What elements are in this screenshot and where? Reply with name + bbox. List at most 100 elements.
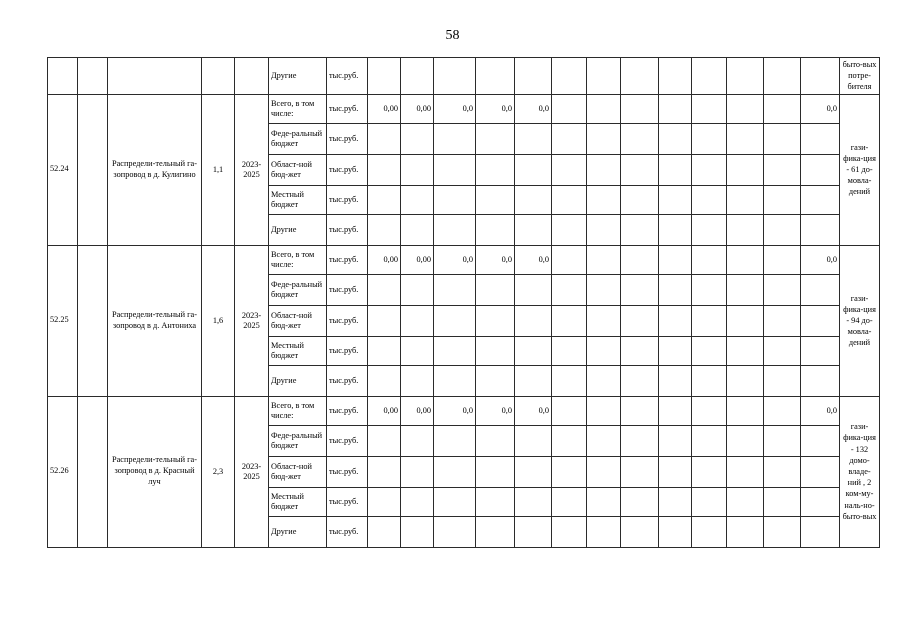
period-cell: 2023-2025	[234, 244, 269, 397]
empty-value-cell	[551, 153, 587, 186]
budget-table-body: Другие тыс.руб. быто-вых потре-бителя 52.24…	[47, 57, 880, 548]
value-cell	[475, 335, 515, 366]
empty-value-cell	[658, 122, 692, 155]
last-value-cell: 0,0	[800, 93, 840, 124]
unit-cell: тыс.руб.	[326, 122, 368, 155]
quantity-cell: 1,1	[201, 93, 235, 246]
value-cell	[400, 515, 434, 548]
last-value-cell	[800, 184, 840, 215]
empty-value-cell	[551, 213, 587, 246]
empty-value-cell	[586, 364, 621, 397]
value-cell	[367, 304, 401, 337]
value-cell	[400, 335, 434, 366]
value-cell	[367, 364, 401, 397]
empty-value-cell	[620, 213, 659, 246]
empty-value-cell	[726, 213, 764, 246]
empty-value-cell	[658, 486, 692, 517]
table-row: Област-ной бюд-жет тыс.руб.	[48, 455, 880, 488]
value-cell	[475, 304, 515, 337]
last-value-cell	[800, 486, 840, 517]
last-value-cell	[800, 424, 840, 457]
empty-value-cell	[658, 455, 692, 488]
unit-cell: тыс.руб.	[326, 364, 368, 397]
value-cell	[367, 515, 401, 548]
value-cell	[367, 122, 401, 155]
empty-value-cell	[763, 304, 801, 337]
empty-value-cell	[551, 93, 587, 124]
object-name-cell: Распредели-тельный га-зопровод в д. Анто…	[107, 244, 202, 397]
description-cell: гази-фика-ция - 132 домо-владе-ний , 2 к…	[839, 395, 880, 548]
value-cell	[433, 486, 476, 517]
table-row: Местный бюджет тыс.руб.	[48, 335, 880, 366]
empty-value-cell	[726, 455, 764, 488]
budget-table: Другие тыс.руб. быто-вых потре-бителя 52.24…	[47, 57, 880, 548]
last-value-cell	[800, 273, 840, 306]
empty-value-cell	[763, 184, 801, 215]
period-cell: 2023-2025	[234, 395, 269, 548]
empty-value-cell	[620, 57, 659, 95]
empty-value-cell	[658, 364, 692, 397]
empty-value-cell	[551, 304, 587, 337]
value-cell	[400, 424, 434, 457]
value-cell	[475, 515, 515, 548]
empty-value-cell	[726, 364, 764, 397]
empty-value-cell	[658, 244, 692, 275]
empty-value-cell	[691, 424, 727, 457]
row-index-cell: 52.24	[47, 93, 78, 246]
empty-value-cell	[586, 335, 621, 366]
row-index-cell: 52.26	[47, 395, 78, 548]
value-cell: 0,0	[475, 244, 515, 275]
source-label-cell: Област-ной бюд-жет	[268, 304, 327, 337]
empty-value-cell	[691, 273, 727, 306]
value-cell: 0,0	[514, 93, 552, 124]
value-cell	[400, 57, 434, 95]
empty-value-cell	[658, 395, 692, 426]
value-cell	[514, 153, 552, 186]
value-cell	[367, 273, 401, 306]
empty-value-cell	[726, 57, 764, 95]
empty-value-cell	[691, 93, 727, 124]
empty-value-cell	[620, 486, 659, 517]
empty-value-cell	[586, 273, 621, 306]
empty-value-cell	[763, 515, 801, 548]
description-cell: быто-вых потре-бителя	[839, 57, 880, 95]
last-value-cell	[800, 455, 840, 488]
empty-value-cell	[586, 213, 621, 246]
value-cell: 0,00	[400, 93, 434, 124]
empty-value-cell	[620, 244, 659, 275]
last-value-cell: 0,0	[800, 395, 840, 426]
table-row: Феде-ральный бюджет тыс.руб.	[48, 273, 880, 306]
value-cell	[433, 273, 476, 306]
empty-value-cell	[763, 335, 801, 366]
value-cell	[514, 455, 552, 488]
budget-table-container: Другие тыс.руб. быто-вых потре-бителя 52.24…	[47, 57, 880, 548]
value-cell	[433, 57, 476, 95]
value-cell: 0,00	[400, 395, 434, 426]
last-value-cell	[800, 213, 840, 246]
value-cell	[433, 213, 476, 246]
empty-value-cell	[620, 273, 659, 306]
unit-cell: тыс.руб.	[326, 335, 368, 366]
empty-value-cell	[691, 364, 727, 397]
empty-value-cell	[620, 364, 659, 397]
value-cell	[475, 57, 515, 95]
blank-cell	[77, 93, 108, 246]
empty-value-cell	[726, 304, 764, 337]
quantity-cell	[201, 57, 235, 95]
table-row: 52.24 Распредели-тельный га-зопровод в д.…	[47, 93, 880, 246]
table-row: Другие тыс.руб.	[48, 364, 880, 397]
empty-value-cell	[551, 515, 587, 548]
value-cell: 0,00	[367, 93, 401, 124]
object-name-cell: Распредели-тельный га-зопровод в д. Кули…	[107, 93, 202, 246]
last-value-cell	[800, 57, 840, 95]
empty-value-cell	[551, 273, 587, 306]
period-cell	[234, 57, 269, 95]
empty-value-cell	[586, 515, 621, 548]
empty-value-cell	[586, 122, 621, 155]
unit-cell: тыс.руб.	[326, 153, 368, 186]
unit-cell: тыс.руб.	[326, 273, 368, 306]
empty-value-cell	[620, 455, 659, 488]
empty-value-cell	[726, 122, 764, 155]
source-label-cell: Феде-ральный бюджет	[268, 424, 327, 457]
